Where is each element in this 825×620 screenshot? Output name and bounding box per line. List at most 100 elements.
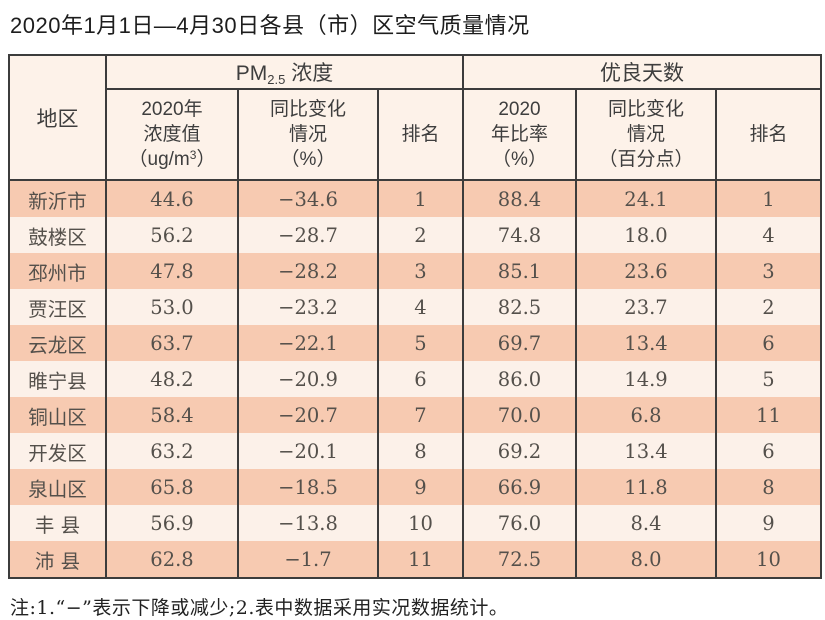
table-row: 泉山区 65.8 −18.5 9 66.9 11.8 8 (8, 469, 823, 505)
region-cell: 邳州市 (8, 253, 107, 289)
header-line: 2020年 (141, 99, 203, 120)
region-cell: 铜山区 (8, 397, 107, 433)
ratio-change-cell: 6.8 (575, 397, 717, 433)
region-cell: 泉山区 (8, 469, 107, 505)
ratio-rank-cell: 5 (714, 361, 823, 397)
pm-value-cell: 48.2 (105, 361, 239, 397)
table-row: 贾汪区 53.0 −23.2 4 82.5 23.7 2 (8, 289, 823, 325)
pm-change-cell: −22.1 (237, 325, 379, 361)
header-line: 情况 (288, 124, 327, 145)
ratio-change-cell: 18.0 (575, 217, 717, 253)
pm-value-column-header: 2020年 浓度值 （ug/m3） (105, 88, 239, 181)
header-line: 情况 (626, 124, 665, 145)
ratio-cell: 88.4 (462, 180, 577, 217)
ratio-change-cell: 13.4 (575, 433, 717, 469)
unit-close: ） (196, 149, 216, 170)
ratio-rank-cell: 6 (714, 433, 823, 469)
table-row: 睢宁县 48.2 −20.9 6 86.0 14.9 5 (8, 361, 823, 397)
ratio-change-cell: 8.0 (575, 541, 717, 578)
pm-rank-cell: 4 (377, 289, 464, 325)
header-line-unit: （ug/m3） (107, 147, 237, 172)
ratio-rank-cell: 10 (714, 541, 823, 578)
ratio-cell: 69.7 (462, 325, 577, 361)
table-row: 丰 县 56.9 −13.8 10 76.0 8.4 9 (8, 505, 823, 541)
header-sub-row: 2020年 浓度值 （ug/m3） 同比变化 情况 （%） 排名 2020 年比… (9, 88, 823, 181)
region-cell: 贾汪区 (8, 289, 107, 325)
ratio-cell: 70.0 (462, 397, 577, 433)
pm-change-cell: −28.7 (237, 217, 379, 253)
ratio-cell: 69.2 (462, 433, 577, 469)
table-title: 2020年1月1日—4月30日各县（市）区空气质量情况 (10, 13, 530, 38)
pm-change-cell: −1.7 (237, 541, 379, 578)
ratio-cell: 74.8 (462, 217, 577, 253)
table-row: 新沂市 44.6 −34.6 1 88.4 24.1 1 (8, 180, 823, 217)
ratio-rank-cell: 4 (714, 217, 823, 253)
ratio-cell: 85.1 (462, 253, 577, 289)
table-row: 开发区 63.2 −20.1 8 69.2 13.4 6 (8, 433, 823, 469)
pm-rank-column-header: 排名 (377, 88, 464, 181)
table-row: 云龙区 63.7 −22.1 5 69.7 13.4 6 (8, 325, 823, 361)
pm-rank-cell: 1 (377, 180, 464, 217)
pm-value-cell: 65.8 (105, 469, 239, 505)
header-line: 浓度值 (143, 124, 201, 145)
good-days-group-header: 优良天数 (461, 54, 823, 90)
pm25-group-header: PM2.5 浓度 (105, 54, 464, 90)
pm-rank-cell: 6 (377, 361, 464, 397)
ratio-change-cell: 13.4 (575, 325, 717, 361)
ratio-rank-cell: 11 (714, 397, 823, 433)
ratio-rank-cell: 3 (714, 253, 823, 289)
pm-value-cell: 56.2 (105, 217, 239, 253)
ratio-change-cell: 24.1 (575, 180, 717, 217)
region-column-header: 地区 (8, 54, 107, 181)
ratio-rank-cell: 9 (714, 505, 823, 541)
pm-value-cell: 63.7 (105, 325, 239, 361)
pm-change-cell: −20.1 (237, 433, 379, 469)
ratio-cell: 72.5 (462, 541, 577, 578)
ratio-column-header: 2020 年比率 （%） (462, 88, 577, 181)
pm-rank-cell: 5 (377, 325, 464, 361)
region-cell: 睢宁县 (8, 361, 107, 397)
pm-value-cell: 53.0 (105, 289, 239, 325)
pm-rank-cell: 7 (377, 397, 464, 433)
ratio-change-cell: 11.8 (575, 469, 717, 505)
pm-rank-cell: 11 (377, 541, 464, 578)
pm-change-cell: −23.2 (237, 289, 379, 325)
header-line: （%） (492, 149, 547, 170)
pm-change-cell: −20.9 (237, 361, 379, 397)
header-line: 年比率 (490, 124, 548, 145)
table-header: 地区 PM2.5 浓度 优良天数 2020年 浓度值 （ug/m3） 同比变化 … (8, 54, 823, 181)
ratio-change-cell: 23.7 (575, 289, 717, 325)
pm-change-cell: −13.8 (237, 505, 379, 541)
pm-value-cell: 58.4 (105, 397, 239, 433)
pm-value-cell: 56.9 (105, 505, 239, 541)
ratio-change-cell: 23.6 (575, 253, 717, 289)
pm-rank-cell: 2 (377, 217, 464, 253)
header-line: 同比变化 (269, 99, 346, 120)
pm-change-cell: −28.2 (237, 253, 379, 289)
region-cell: 云龙区 (8, 325, 107, 361)
header-line: （百分点） (598, 149, 694, 170)
region-cell: 新沂市 (8, 180, 107, 217)
unit-open: （ug/m (128, 149, 190, 170)
ratio-change-column-header: 同比变化 情况 （百分点） (575, 88, 717, 181)
ratio-cell: 86.0 (462, 361, 577, 397)
ratio-rank-cell: 8 (714, 469, 823, 505)
ratio-rank-cell: 1 (714, 180, 823, 217)
ratio-cell: 66.9 (462, 469, 577, 505)
pm25-label-suffix: 浓度 (285, 62, 334, 85)
pm25-label-subscript: 2.5 (267, 72, 286, 87)
pm-rank-cell: 10 (377, 505, 464, 541)
ratio-rank-cell: 6 (714, 325, 823, 361)
header-line: 2020 (498, 99, 541, 120)
pm-rank-cell: 9 (377, 469, 464, 505)
table-body: 新沂市 44.6 −34.6 1 88.4 24.1 1 鼓楼区 56.2 −2… (8, 180, 823, 578)
pm-value-cell: 47.8 (105, 253, 239, 289)
pm-change-cell: −34.6 (237, 180, 379, 217)
footnote: 注:1.“−”表示下降或减少;2.表中数据采用实况数据统计。 (10, 597, 509, 619)
ratio-change-cell: 8.4 (575, 505, 717, 541)
header-group-row: 地区 PM2.5 浓度 优良天数 (8, 54, 823, 181)
ratio-rank-cell: 2 (714, 289, 823, 325)
header-line: 同比变化 (607, 99, 684, 120)
table-row: 铜山区 58.4 −20.7 7 70.0 6.8 11 (8, 397, 823, 433)
